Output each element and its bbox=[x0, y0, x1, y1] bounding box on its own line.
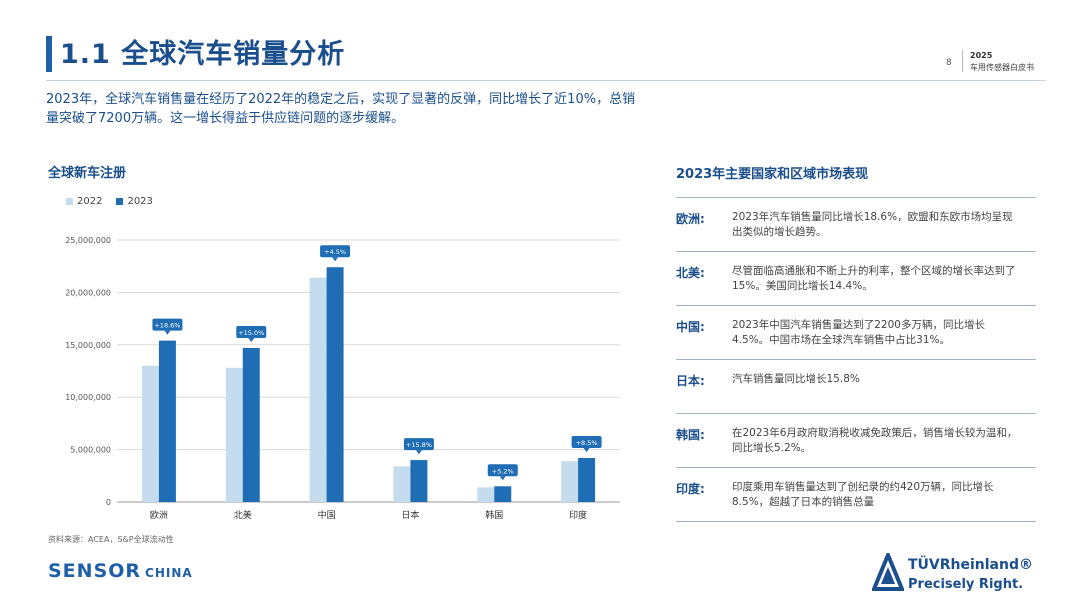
legend-item-2023: 2023 bbox=[116, 196, 153, 207]
intro-paragraph: 2023年，全球汽车销售量在经历了2022年的稳定之后，实现了显著的反弹，同比增… bbox=[46, 92, 636, 126]
market-row-north-america: 北美: 尽管面临高通胀和不断上升的利率，整个区域的增长率达到了15%。美国同比增… bbox=[676, 251, 1036, 305]
sensor-china-logo: SENSOR CHINA bbox=[48, 560, 193, 582]
growth-label: +15.8% bbox=[406, 441, 432, 449]
growth-label: +8.5% bbox=[576, 439, 598, 447]
header-divider bbox=[962, 50, 963, 72]
logo-sub-text: CHINA bbox=[145, 566, 193, 580]
region-label: 韩国: bbox=[676, 428, 705, 442]
bar-2022 bbox=[477, 487, 495, 502]
chart-legend: 2022 2023 bbox=[66, 196, 153, 207]
growth-badge-pointer bbox=[415, 450, 422, 455]
growth-badge-pointer bbox=[164, 330, 171, 335]
bar-2022 bbox=[393, 466, 411, 502]
growth-badge bbox=[487, 464, 518, 477]
growth-badge bbox=[403, 438, 434, 451]
panel-title: 2023年主要国家和区域市场表现 bbox=[676, 167, 869, 182]
region-description: 2023年中国汽车销售量达到了2200多万辆，同比增长4.5%。中国市场在全球汽… bbox=[732, 319, 985, 346]
tuv-tagline: Precisely Right. bbox=[908, 577, 1024, 592]
bar-2023 bbox=[578, 457, 596, 502]
y-tick-label: 5,000,000 bbox=[70, 446, 111, 455]
region-description: 尽管面临高通胀和不断上升的利率，整个区域的增长率达到了15%。美国同比增长14.… bbox=[732, 265, 1016, 292]
region-label: 日本: bbox=[676, 374, 705, 388]
chart-section-title: 全球新车注册 bbox=[48, 166, 127, 181]
growth-badge bbox=[571, 435, 602, 448]
y-tick-label: 25,000,000 bbox=[65, 236, 111, 245]
growth-label: +4.5% bbox=[324, 248, 346, 256]
bar-2022 bbox=[561, 461, 579, 502]
y-tick-label: 20,000,000 bbox=[65, 288, 111, 297]
bar-2023 bbox=[242, 347, 260, 502]
growth-label: +18.6% bbox=[154, 322, 180, 330]
tuv-triangle-icon bbox=[872, 553, 904, 591]
growth-label: +15.0% bbox=[238, 329, 264, 337]
y-tick-label: 15,000,000 bbox=[65, 341, 111, 350]
region-description: 2023年汽车销售量同比增长18.6%，欧盟和东欧市场均呈现出类似的增长趋势。 bbox=[732, 211, 1013, 238]
growth-badge bbox=[236, 325, 267, 338]
market-performance-list: 欧洲: 2023年汽车销售量同比增长18.6%，欧盟和东欧市场均呈现出类似的增长… bbox=[676, 197, 1036, 522]
region-label: 北美: bbox=[676, 266, 705, 280]
x-category-label: 韩国 bbox=[485, 509, 503, 521]
market-row-india: 印度: 印度乘用车销售量达到了创纪录的约420万辆，同比增长8.5%，超越了日本… bbox=[676, 467, 1036, 522]
market-row-japan: 日本: 汽车销售量同比增长15.8% bbox=[676, 359, 1036, 413]
legend-swatch-2023 bbox=[116, 198, 124, 205]
x-category-label: 北美 bbox=[234, 509, 252, 521]
logo-main-text: SENSOR bbox=[48, 560, 142, 582]
header-rule bbox=[46, 80, 1046, 81]
region-description: 在2023年6月政府取消税收减免政策后，销售增长较为温和，同比增长5.2%。 bbox=[732, 427, 1018, 454]
title-accent-bar bbox=[46, 36, 52, 72]
y-tick-label: 10,000,000 bbox=[65, 393, 111, 402]
growth-badge bbox=[320, 245, 351, 258]
legend-item-2022: 2022 bbox=[66, 196, 102, 207]
bar-2022 bbox=[225, 367, 243, 502]
page-title: 1.1 全球汽车销量分析 bbox=[60, 39, 346, 70]
growth-badge-pointer bbox=[248, 337, 255, 342]
legend-label-2023: 2023 bbox=[127, 196, 153, 207]
region-description: 汽车销售量同比增长15.8% bbox=[732, 373, 860, 385]
x-category-label: 日本 bbox=[401, 509, 419, 521]
growth-label: +5.2% bbox=[492, 467, 514, 475]
bar-2023 bbox=[326, 267, 344, 502]
x-category-label: 欧洲 bbox=[150, 509, 168, 521]
registration-bar-chart: 0 5,000,000 10,000,000 15,000,000 20,000,000… bbox=[65, 236, 620, 521]
tuv-brand-text: TÜVRheinland® bbox=[908, 557, 1033, 573]
region-label: 欧洲: bbox=[676, 212, 705, 226]
bar-2022 bbox=[141, 365, 159, 502]
growth-badge-pointer bbox=[583, 447, 590, 452]
page-number: 8 bbox=[946, 58, 952, 68]
y-tick-label: 0 bbox=[106, 498, 111, 507]
bar-2023 bbox=[410, 460, 428, 502]
region-label: 印度: bbox=[676, 482, 705, 496]
bar-2022 bbox=[309, 277, 327, 502]
growth-badge-pointer bbox=[499, 476, 506, 481]
market-row-china: 中国: 2023年中国汽车销售量达到了2200多万辆，同比增长4.5%。中国市场… bbox=[676, 305, 1036, 359]
x-category-label: 印度 bbox=[569, 509, 587, 521]
region-description: 印度乘用车销售量达到了创纪录的约420万辆，同比增长8.5%，超越了日本的销售总… bbox=[732, 481, 994, 508]
legend-label-2022: 2022 bbox=[77, 196, 103, 207]
bar-2023 bbox=[494, 486, 512, 502]
growth-badge bbox=[152, 318, 183, 331]
legend-swatch-2022 bbox=[66, 198, 73, 205]
region-label: 中国: bbox=[676, 320, 705, 334]
report-name: 车用传感器白皮书 bbox=[970, 63, 1034, 72]
market-row-korea: 韩国: 在2023年6月政府取消税收减免政策后，销售增长较为温和，同比增长5.2… bbox=[676, 413, 1036, 467]
source-note: 资料来源：ACEA，S&P全球流动性 bbox=[48, 535, 174, 544]
growth-badge-pointer bbox=[332, 257, 339, 262]
report-year: 2025 bbox=[970, 51, 993, 60]
x-category-label: 中国 bbox=[318, 509, 336, 521]
bar-2023 bbox=[158, 340, 176, 502]
market-row-europe: 欧洲: 2023年汽车销售量同比增长18.6%，欧盟和东欧市场均呈现出类似的增长… bbox=[676, 197, 1036, 251]
